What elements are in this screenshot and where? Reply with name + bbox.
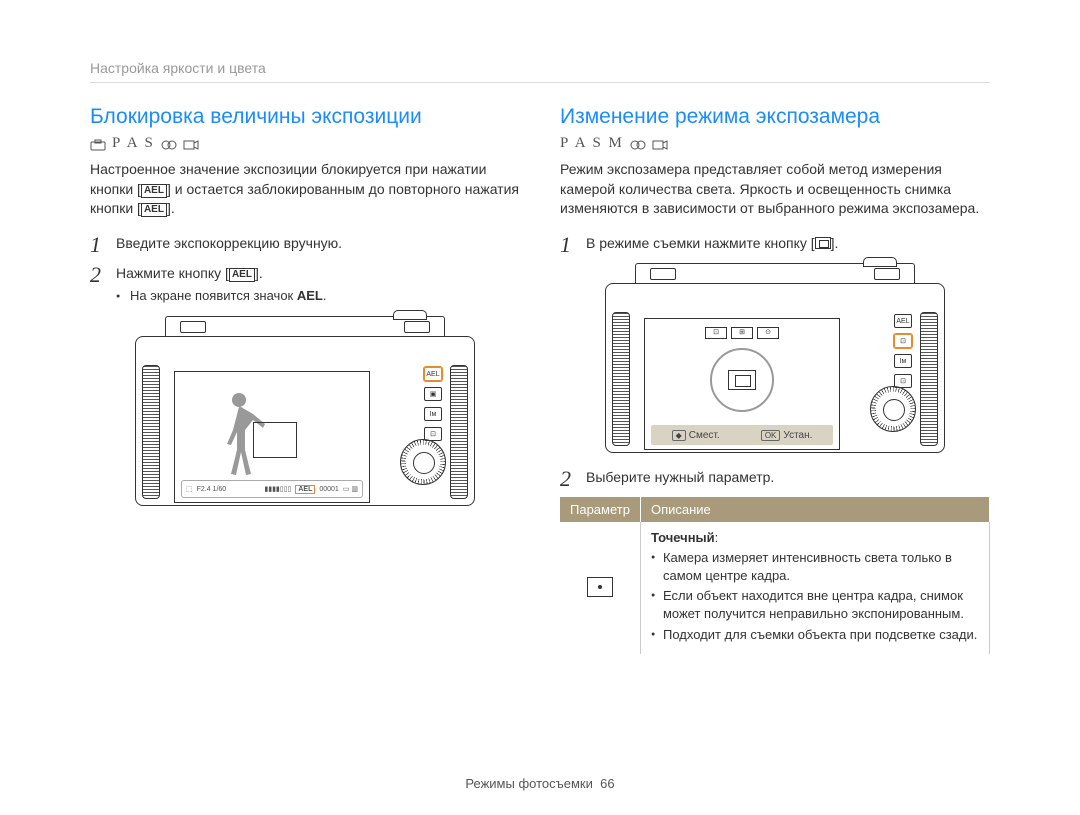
side-button: AEL [894,314,912,328]
metering-button-highlight: ⊡ [894,334,912,348]
mode-letters: P A S M [560,135,624,152]
left-heading: Блокировка величины экспозиции [90,105,520,129]
th-parameter: Параметр [560,497,640,522]
mode-letters: P A S [112,135,155,152]
right-step-1: В режиме съемки нажмите кнопку []. [560,233,990,253]
left-step-2: Нажмите кнопку [AEL]. На экране появится… [90,263,520,306]
screen-tabs: ⊡⊞⊙ [705,327,779,339]
right-heading: Изменение режима экспозамера [560,105,990,129]
right-step-2: Выберите нужный параметр. [560,467,990,487]
desc-item: Если объект находится вне центра кадра, … [651,587,979,622]
left-mode-row: P A S [90,135,520,152]
ael-button-highlight: AEL [424,367,442,381]
desc-item: Камера измеряет интенсивность света толь… [651,549,979,584]
video-icon [652,138,668,150]
ael-icon: AEL [141,203,167,217]
metering-dial-icon [710,348,774,412]
camera-diagram-ael: ⬚ F2.4 1/60 ▮▮▮▮▯▯▯ AEL 00001 ▭ ▥ AEL ▣ … [135,316,475,506]
control-dial-icon [870,386,916,432]
left-intro: Настроенное значение экспозиции блокируе… [90,160,520,219]
left-step-1: Введите экспокоррекцию вручную. [90,233,520,253]
focus-frame-icon [253,422,297,458]
side-button: Iм [424,407,442,421]
dual-icon [630,138,646,150]
control-dial-icon [400,439,446,485]
desc-item: Подходит для съемки объекта при подсветк… [651,626,979,644]
right-column: Изменение режима экспозамера P A S M Реж… [560,105,990,654]
camera-icon [90,138,106,150]
camera-diagram-metering: ⊡⊞⊙ ◆Смест. OKУстан. AEL ⊡ Iм ⊡ [605,263,945,453]
video-icon [183,138,199,150]
right-mode-row: P A S M [560,135,990,152]
page-footer: Режимы фотосъемки 66 [0,776,1080,791]
ael-icon: AEL [141,184,167,198]
left-column: Блокировка величины экспозиции P A S Нас… [90,105,520,654]
breadcrumb: Настройка яркости и цвета [90,60,990,83]
screen-bottom-bar: ◆Смест. OKУстан. [651,425,833,445]
table-row: Точечный: Камера измеряет интенсивность … [560,522,990,654]
right-intro: Режим экспозамера представляет собой мет… [560,160,990,219]
side-button: Iм [894,354,912,368]
spot-metering-icon [587,577,613,597]
left-substep: На экране появится значок AEL. [116,287,520,306]
status-bar: ⬚ F2.4 1/60 ▮▮▮▮▯▯▯ AEL 00001 ▭ ▥ [181,480,363,498]
metering-icon [815,237,831,249]
th-description: Описание [640,497,989,522]
dual-icon [161,138,177,150]
ael-icon: AEL [229,268,255,282]
parameter-table: Параметр Описание Точечный: Камера измер… [560,497,990,654]
ael-highlight-icon: AEL [295,485,315,494]
side-button: ▣ [424,387,442,401]
